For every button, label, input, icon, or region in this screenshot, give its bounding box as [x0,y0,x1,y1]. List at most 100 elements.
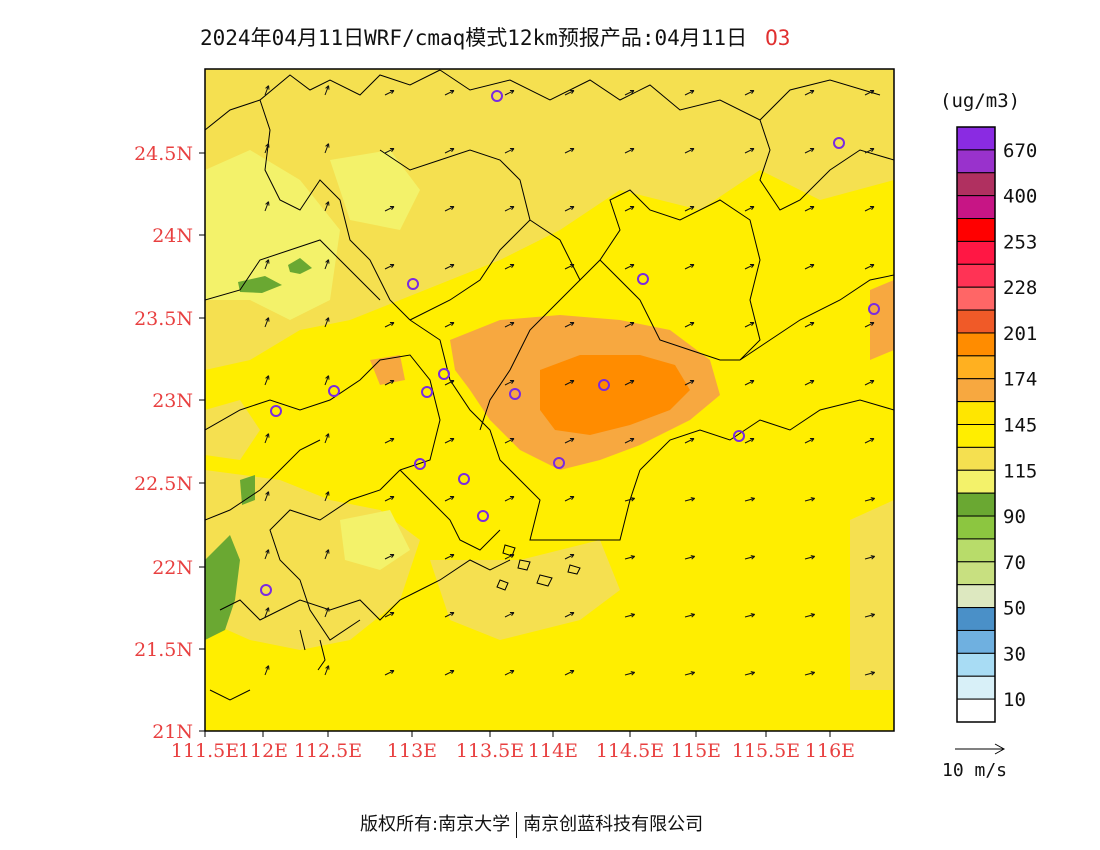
zone-west-mid [205,400,260,460]
legend-swatch [956,607,996,631]
wind-arrow [504,495,515,502]
wind-arrow [744,89,755,96]
legend-swatch [956,126,996,151]
wind-arrow [264,143,270,154]
legend-swatch [956,149,996,174]
wind-arrow [744,147,755,154]
lat-label: 24N [152,225,193,247]
station-markers [260,90,880,596]
wind-arrow [804,89,815,96]
wind-arrow [684,613,695,618]
wind-arrow [384,89,395,96]
lon-label: 114E [528,740,578,762]
wind-arrow [804,321,815,328]
zone-pale-north [330,150,420,230]
wind-arrow [384,611,395,618]
wind-arrow [804,671,815,676]
zone-90-north1 [238,276,282,293]
station-marker [260,584,272,596]
legend-swatch [956,584,996,609]
legend-label: 30 [1003,643,1026,665]
wind-arrow [444,437,455,444]
station-marker [458,473,470,485]
wind-arrow [684,671,695,676]
station-marker [270,405,282,417]
legend-swatch [956,263,996,288]
wind-arrow [264,375,270,386]
wind-arrow [624,89,635,96]
wind-vectors [264,85,875,676]
wind-arrow [264,433,270,444]
wind-arrow [804,379,815,386]
station-marker [833,137,845,149]
zone-pale-west [205,150,340,320]
wind-arrow [264,317,270,328]
station-marker [598,379,610,391]
zone-east-south [850,500,894,690]
lon-label: 116E [805,740,855,762]
wind-arrow [564,205,575,212]
wind-arrow [324,143,330,154]
wind-arrow [324,433,330,444]
wind-arrow [264,549,270,560]
lon-label: 112.5E [294,740,362,762]
wind-arrow [444,321,455,328]
wind-arrow [324,665,330,676]
station-marker [509,388,521,400]
legend-swatch [956,309,996,334]
legend-swatch [956,515,996,540]
wind-arrow [264,491,270,502]
wind-arrow [564,147,575,154]
wind-arrow [564,263,575,270]
wind-arrow [804,555,815,560]
wind-arrow [504,89,515,96]
zone-90-north2 [288,258,312,274]
station-marker [733,430,745,442]
lat-label: 21N [152,721,193,743]
wind-arrow [564,89,575,96]
wind-arrow [384,147,395,154]
zone-90-southwest [205,535,240,640]
legend-swatch [956,675,996,700]
wind-arrow [324,201,330,212]
wind-arrow [564,669,575,676]
legend-swatch [956,240,996,265]
wind-arrow [324,375,330,386]
wind-arrow [444,263,455,270]
legend-swatch [956,492,996,517]
wind-arrow [504,205,515,212]
legend-swatch [956,332,996,357]
wind-arrow [264,201,270,212]
wind-arrow [504,611,515,618]
legend-label: 201 [1003,323,1037,345]
wind-arrow [864,205,875,212]
wind-arrow [684,321,695,328]
lon-label: 111.5E [171,740,239,762]
lat-label: 23.5N [134,308,193,330]
wind-arrow [324,549,330,560]
wind-arrow [624,437,635,444]
wind-arrow [864,321,875,328]
wind-arrow [624,205,635,212]
wind-arrow [864,437,875,444]
wind-arrow [504,379,515,386]
lon-label: 115.5E [732,740,800,762]
wind-reference-arrow [955,743,1006,755]
wind-arrow [264,259,270,270]
wind-arrow [384,437,395,444]
lat-label: 22.5N [134,473,193,495]
wind-arrow [384,379,395,386]
wind-arrow [504,147,515,154]
wind-arrow [804,263,815,270]
wind-arrow [684,437,695,444]
title-text: 2024年04月11日WRF/cmaq模式12km预报产品:04月11日 [200,26,748,50]
wind-arrow [624,555,635,560]
legend-label: 50 [1003,598,1026,620]
wind-arrow [624,263,635,270]
legend-label: 115 [1003,460,1037,482]
legend-label: 145 [1003,415,1037,437]
wind-arrow [384,553,395,560]
wind-arrow [744,671,755,676]
lon-label: 113E [387,740,437,762]
wind-reference-label: 10 m/s [942,760,1008,781]
